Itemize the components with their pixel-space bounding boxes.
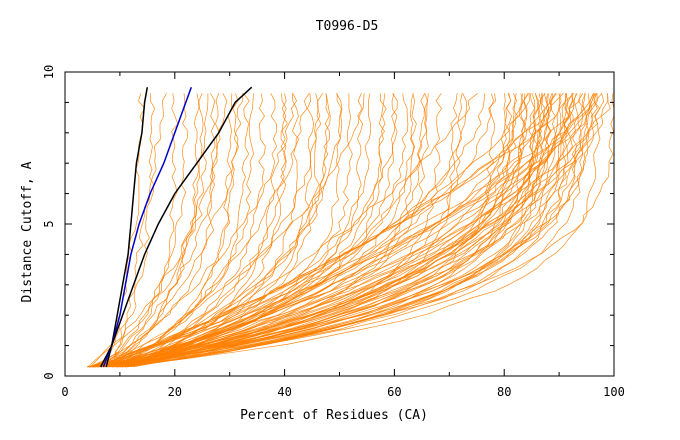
x-tick-label: 0	[61, 385, 68, 399]
model-curve	[116, 93, 417, 368]
model-curve	[117, 93, 239, 368]
model-curve	[100, 93, 609, 368]
model-curve	[106, 93, 342, 368]
x-tick-label: 20	[168, 385, 182, 399]
model-curve	[89, 93, 590, 368]
x-axis-ticks: 0 20 40 60 80 100	[61, 72, 625, 399]
model-curve	[112, 93, 601, 368]
model-curve	[107, 93, 250, 368]
model-curve	[122, 93, 542, 368]
model-curve	[98, 93, 189, 368]
model-curve	[93, 93, 518, 368]
model-curve	[118, 93, 598, 368]
model-curve	[95, 93, 220, 368]
y-tick-label: 0	[42, 372, 56, 379]
model-curve	[90, 93, 228, 368]
model-curve	[87, 93, 209, 368]
highlight-series-group	[100, 86, 253, 368]
model-curve	[101, 93, 426, 368]
model-curve	[131, 93, 323, 368]
model-curve	[106, 93, 578, 368]
model-curve	[96, 93, 526, 368]
model-curve	[122, 93, 310, 368]
model-curve	[120, 93, 331, 368]
y-tick-label: 10	[42, 65, 56, 79]
model-curve	[115, 93, 579, 368]
model-curve	[90, 93, 429, 368]
model-curve	[103, 93, 156, 368]
model-curve	[114, 93, 266, 368]
model-curve	[111, 93, 512, 368]
model-curve	[100, 93, 574, 368]
model-curve	[107, 93, 365, 368]
model-curve	[118, 93, 287, 368]
y-axis-ticks: 0 5 10	[42, 65, 614, 380]
model-curve	[125, 93, 605, 368]
model-curve	[112, 93, 204, 368]
model-curve	[121, 93, 288, 368]
model-curve	[86, 93, 611, 368]
model-curve	[91, 93, 574, 368]
model-curve	[97, 93, 298, 368]
model-curve	[92, 93, 575, 368]
model-curve	[106, 93, 546, 368]
model-curve	[95, 93, 557, 368]
model-curve	[123, 93, 594, 368]
model-curve	[109, 93, 585, 368]
background-series-group	[86, 93, 615, 368]
model-curve	[133, 93, 571, 368]
x-tick-label: 40	[277, 385, 291, 399]
model-curve	[111, 93, 167, 368]
model-curve	[97, 93, 562, 368]
model-curve	[100, 93, 586, 368]
model-curve	[86, 93, 506, 368]
x-tick-label: 60	[387, 385, 401, 399]
model-curve	[89, 93, 581, 368]
model-curve	[89, 93, 254, 368]
model-curve	[95, 93, 372, 368]
chart-title: T0996-D5	[316, 19, 379, 34]
model-curve	[91, 93, 587, 368]
model-curve	[102, 93, 598, 368]
model-curve	[98, 93, 553, 368]
model-curve	[92, 93, 363, 368]
model-curve	[106, 93, 596, 368]
model-curve	[130, 93, 478, 368]
model-curve	[87, 93, 551, 368]
highlight-series-line	[102, 86, 193, 368]
x-axis-label: Percent of Residues (CA)	[240, 408, 428, 423]
model-curve	[105, 93, 244, 368]
model-curve	[94, 93, 615, 368]
y-axis-label: Distance Cutoff, A	[20, 161, 35, 302]
model-curve	[124, 93, 300, 368]
x-tick-label: 80	[497, 385, 511, 399]
model-curve	[103, 93, 146, 368]
model-curve	[94, 93, 537, 368]
highlight-series-line	[100, 86, 253, 368]
model-curve	[88, 93, 602, 368]
model-curve	[125, 93, 595, 368]
model-curve	[100, 93, 594, 368]
highlight-series-line	[105, 87, 149, 368]
model-curve	[105, 93, 179, 368]
model-curve	[114, 93, 314, 368]
model-curve	[116, 93, 496, 368]
model-curve	[117, 93, 233, 368]
y-tick-label: 5	[42, 220, 56, 227]
x-tick-label: 100	[603, 385, 625, 399]
model-curve	[93, 93, 550, 368]
